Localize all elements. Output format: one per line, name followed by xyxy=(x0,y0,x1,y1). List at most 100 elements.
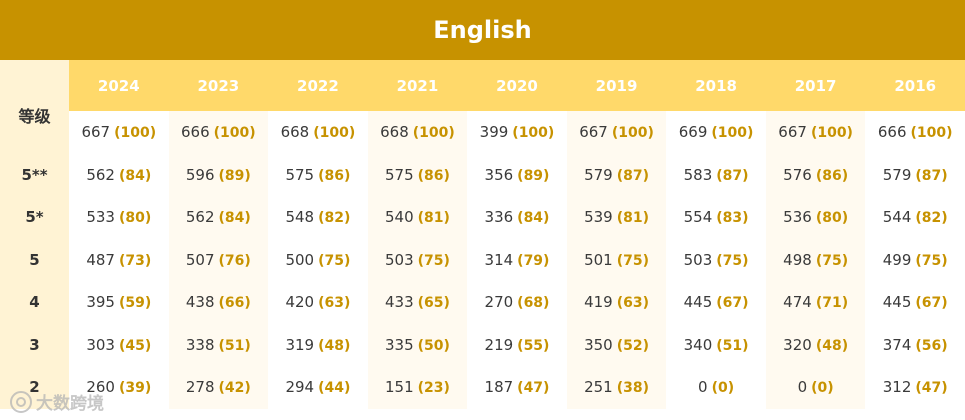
cumulative-percentage: (100) xyxy=(313,125,356,142)
cumulative-percentage: (100) xyxy=(910,125,953,142)
candidate-count: 336 xyxy=(484,208,514,227)
score-cell: 356 (89) xyxy=(467,153,567,196)
candidate-count: 554 xyxy=(683,208,713,227)
cumulative-percentage: (87) xyxy=(616,167,649,184)
score-cell: 303 (45) xyxy=(69,323,169,366)
cumulative-percentage: (75) xyxy=(318,252,351,269)
candidate-count: 562 xyxy=(185,208,215,227)
cumulative-percentage: (75) xyxy=(616,252,649,269)
candidate-count: 420 xyxy=(285,293,315,312)
cumulative-percentage: (51) xyxy=(716,337,749,354)
score-cell: 338 (51) xyxy=(168,323,269,366)
cumulative-percentage: (75) xyxy=(915,252,948,269)
cumulative-percentage: (47) xyxy=(517,380,550,397)
score-cell: 438 (66) xyxy=(168,281,269,324)
score-cell: 666 (100) xyxy=(168,111,269,154)
score-cell: 500 (75) xyxy=(268,238,368,281)
score-cell: 575 (86) xyxy=(367,153,468,196)
score-cell: 294 (44) xyxy=(268,366,368,409)
score-cell: 474 (71) xyxy=(765,281,866,324)
score-cell: 544 (82) xyxy=(865,196,965,239)
year-header: 2023 xyxy=(168,60,269,111)
score-cell: 350 (52) xyxy=(566,323,667,366)
cumulative-percentage: (81) xyxy=(417,210,450,227)
watermark-text: 大数跨境 xyxy=(36,394,104,414)
candidate-count: 294 xyxy=(285,378,315,397)
year-header: 2018 xyxy=(666,60,766,111)
score-cell: 399 (100) xyxy=(467,111,567,154)
candidate-count: 338 xyxy=(185,335,215,354)
cumulative-percentage: (71) xyxy=(815,295,849,312)
candidate-count: 668 xyxy=(380,123,409,142)
score-cell: 668 (100) xyxy=(367,111,468,154)
candidate-count: 666 xyxy=(181,123,210,142)
cumulative-percentage: (100) xyxy=(810,125,853,142)
cumulative-percentage: (86) xyxy=(815,167,849,184)
candidate-count: 507 xyxy=(185,250,215,269)
cumulative-percentage: (48) xyxy=(318,337,351,354)
cumulative-percentage: (50) xyxy=(417,337,450,354)
candidate-count: 433 xyxy=(384,293,414,312)
candidate-count: 583 xyxy=(683,165,713,184)
cumulative-percentage: (82) xyxy=(915,210,948,227)
score-cell: 420 (63) xyxy=(268,281,368,324)
score-cell: 596 (89) xyxy=(168,153,269,196)
score-cell: 395 (59) xyxy=(69,281,169,324)
candidate-count: 540 xyxy=(384,208,414,227)
candidate-count: 667 xyxy=(579,123,608,142)
candidate-count: 667 xyxy=(778,123,807,142)
score-cell: 151 (23) xyxy=(367,366,468,409)
grade-label: 5 xyxy=(0,238,70,281)
cumulative-percentage: (51) xyxy=(218,337,251,354)
score-cell: 187 (47) xyxy=(467,366,567,409)
candidate-count: 579 xyxy=(882,165,912,184)
candidate-count: 575 xyxy=(384,165,414,184)
candidate-count: 399 xyxy=(479,123,509,142)
cumulative-percentage: (75) xyxy=(417,252,450,269)
score-cell: 278 (42) xyxy=(168,366,269,409)
score-cell: 576 (86) xyxy=(765,153,866,196)
candidate-count: 669 xyxy=(678,123,708,142)
candidate-count: 320 xyxy=(783,335,812,354)
table-row: 667 (100) 666 (100) 668 (100) 668 (100) 399 (100)… xyxy=(0,111,965,154)
score-cell: 536 (80) xyxy=(765,196,866,239)
candidate-count: 474 xyxy=(783,293,812,312)
cumulative-percentage: (45) xyxy=(118,337,152,354)
watermark-icon xyxy=(10,390,32,413)
cumulative-percentage: (87) xyxy=(915,167,948,184)
score-cell: 445 (67) xyxy=(666,281,766,324)
cumulative-percentage: (84) xyxy=(218,210,251,227)
candidate-count: 596 xyxy=(185,165,215,184)
score-cell: 579 (87) xyxy=(865,153,965,196)
score-cell: 340 (51) xyxy=(666,323,766,366)
candidate-count: 303 xyxy=(86,335,115,354)
table-row: 2 260 (39) 278 (42) 294 (44) 151 (23) 187 (47) 251(… xyxy=(0,366,965,409)
score-cell: 374 (56) xyxy=(865,323,965,366)
cumulative-percentage: (68) xyxy=(517,295,550,312)
year-header: 2022 xyxy=(268,60,368,111)
cumulative-percentage: (80) xyxy=(118,210,152,227)
score-cell: 583 (87) xyxy=(666,153,766,196)
score-cell: 668 (100) xyxy=(268,111,368,154)
cumulative-percentage: (67) xyxy=(716,295,749,312)
cumulative-percentage: (56) xyxy=(915,337,948,354)
cumulative-percentage: (55) xyxy=(517,337,550,354)
score-cell: 548 (82) xyxy=(268,196,368,239)
cumulative-percentage: (47) xyxy=(915,380,948,397)
cumulative-percentage: (82) xyxy=(318,210,351,227)
score-cell: 419 (63) xyxy=(566,281,667,324)
cumulative-percentage: (89) xyxy=(517,167,550,184)
candidate-count: 498 xyxy=(783,250,812,269)
candidate-count: 314 xyxy=(484,250,514,269)
cumulative-percentage: (87) xyxy=(716,167,749,184)
score-cell: 540 (81) xyxy=(367,196,468,239)
score-cell: 335 (50) xyxy=(367,323,468,366)
year-header: 2021 xyxy=(367,60,468,111)
cumulative-percentage: (75) xyxy=(716,252,749,269)
score-cell: 336 (84) xyxy=(467,196,567,239)
cumulative-percentage: (67) xyxy=(915,295,948,312)
year-header: 2019 xyxy=(566,60,667,111)
score-cell: 667 (100) xyxy=(765,111,866,154)
cumulative-percentage: (44) xyxy=(318,380,351,397)
